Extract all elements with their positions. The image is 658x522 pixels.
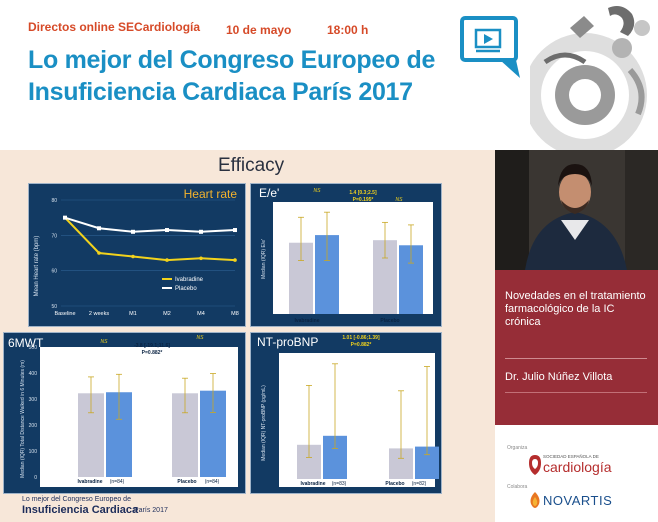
- ns-label: NS: [396, 197, 404, 203]
- event-line: Directos online SECardiología: [28, 20, 201, 34]
- series-line-placebo: [64, 216, 236, 233]
- heart-rate-chart: 80 70 60 50 Baseline 2 weeks M1 M2 M4 M8 Mean He…: [34, 198, 239, 317]
- data-point-ivabradine: [233, 258, 237, 262]
- x-tick-label: M8: [231, 311, 239, 317]
- delta-label: 1.4 [0.3;2.5]: [349, 190, 377, 196]
- data-point-ivabradine: [131, 254, 135, 259]
- p-value-label: P=0.195*: [353, 197, 374, 203]
- video-screen-icon: [460, 16, 520, 78]
- ntprobnp-panel: NT-proBNP Median (IQR) NT-proBNP (pg/mL)…: [250, 332, 442, 494]
- heart-gears-icon: [530, 6, 650, 150]
- data-point-ivabradine: [97, 251, 101, 255]
- group-label: Placebo: [177, 479, 196, 485]
- ns-label: NS: [101, 339, 109, 345]
- y-tick-label: 50: [51, 304, 57, 310]
- ns-label: NS: [314, 188, 322, 194]
- collaborator-label: Colabora: [507, 484, 528, 490]
- group-label: Ivabradine: [77, 479, 102, 485]
- x-tick-label: M2: [163, 311, 171, 317]
- ee-ratio-chart: Median (IQR) E/e' NS NS 1.4 [0.3;2.5] P=…: [261, 188, 433, 324]
- y-axis-label: Mean Heart rate (bpm): [34, 236, 40, 297]
- panel-title: 6MWT: [8, 336, 44, 350]
- y-tick-label: 400: [29, 371, 38, 377]
- p-value-label: P=0.882*: [351, 342, 372, 348]
- x-tick-label: 2 weeks: [89, 311, 109, 317]
- page-title-line1: Lo mejor del Congreso Europeo de: [28, 46, 436, 74]
- y-tick-label: 100: [29, 449, 38, 455]
- page-title-line2: Insuficiencia Cardiaca París 2017: [28, 78, 413, 106]
- heart-rate-panel: Heart rate 80 70 60 50 Baseline 2 weeks M1 M2 M…: [28, 183, 246, 327]
- y-tick-label: 500: [29, 345, 38, 351]
- group-label: Ivabradine: [294, 318, 319, 324]
- data-point-ivabradine: [165, 258, 169, 262]
- group-count: (n=84): [205, 479, 220, 485]
- panel-title: NT-proBNP: [257, 335, 319, 349]
- y-tick-label: 0: [34, 475, 37, 481]
- panel-title: Heart rate: [183, 187, 237, 201]
- 6mwt-chart: 500 400 300 200 100 0 Median (IQR) Total Dist…: [20, 335, 238, 487]
- group-label: Ivabradine: [300, 481, 325, 487]
- legend-ivabradine: Ivabradine: [175, 277, 204, 283]
- y-tick-label: 60: [51, 269, 57, 275]
- ntprobnp-chart: Median (IQR) NT-proBNP (pg/mL) 1.01 [-0.…: [261, 335, 439, 487]
- event-time: 18:00 h: [327, 23, 369, 37]
- group-label: Placebo: [380, 318, 399, 324]
- divider: [505, 392, 647, 393]
- series-line-ivabradine: [64, 216, 236, 262]
- y-axis-label: Median (IQR) E/e': [261, 239, 267, 279]
- y-axis-label: Median (IQR) NT-proBNP (pg/mL): [261, 385, 267, 461]
- organizer-label: Organiza: [507, 445, 528, 451]
- data-point-placebo: [165, 228, 169, 233]
- talk-title: Novedades en el tratamiento farmacológic…: [505, 290, 646, 328]
- group-count: (n=82): [412, 481, 427, 487]
- divider: [505, 358, 647, 359]
- p-value-label: P=0.882*: [142, 350, 163, 356]
- speaker-video[interactable]: [495, 150, 658, 270]
- y-tick-label: 200: [29, 423, 38, 429]
- panel-title: E/e': [259, 186, 280, 200]
- data-point-placebo: [63, 215, 67, 220]
- data-point-placebo: [199, 229, 203, 234]
- slide-title: Efficacy: [218, 155, 285, 176]
- group-label: Placebo: [385, 481, 404, 487]
- ns-label: NS: [197, 335, 205, 341]
- data-point-placebo: [131, 229, 135, 234]
- y-tick-label: 70: [51, 233, 57, 239]
- event-date: 10 de mayo: [226, 23, 292, 37]
- sec-logo-text: cardiología: [543, 459, 612, 475]
- sec-heart-icon: [529, 455, 541, 475]
- page-header: Directos online SECardiología 10 de mayo…: [0, 0, 658, 150]
- presentation-slide: Efficacy Heart rate 80 70 60 50 Baseline 2 w…: [0, 150, 495, 522]
- x-tick-label: M4: [197, 311, 205, 317]
- data-point-ivabradine: [199, 256, 203, 261]
- data-point-placebo: [97, 226, 101, 231]
- congress-logo: Lo mejor del Congreso Europeo de Insufic…: [22, 496, 168, 516]
- sponsors-panel: Organiza SOCIEDAD ESPAÑOLA DE cardiologí…: [495, 425, 658, 522]
- x-tick-label: M1: [129, 311, 137, 317]
- x-tick-label: Baseline: [54, 311, 75, 317]
- group-count: (n=83): [332, 481, 347, 487]
- novartis-logo-text: NOVARTIS: [543, 493, 613, 508]
- 6mwt-panel: 6MWT 500 400 300 200 100 0 Median (IQR) Total…: [3, 332, 246, 494]
- y-tick-label: 300: [29, 397, 38, 403]
- y-tick-label: 80: [51, 198, 57, 204]
- talk-info-panel: Novedades en el tratamiento farmacológic…: [495, 270, 658, 425]
- y-axis-label: Median (IQR) Total Distance Walked in 6 …: [20, 360, 26, 478]
- delta-label: -3.8 [-19.1;11.6]: [134, 343, 170, 349]
- speaker-name: Dr. Julio Núñez Villota: [505, 371, 613, 383]
- group-count: (n=84): [110, 479, 125, 485]
- ee-ratio-panel: E/e' Median (IQR) E/e' NS NS 1.4 [0.3;2.…: [250, 183, 442, 327]
- sec-tagline: SOCIEDAD ESPAÑOLA DE: [543, 454, 599, 459]
- data-point-placebo: [233, 228, 237, 233]
- legend-placebo: Placebo: [175, 286, 197, 292]
- delta-label: 1.01 [-0.86;1.39]: [342, 335, 380, 341]
- novartis-flame-icon: [530, 492, 540, 508]
- speaker-person-icon: [495, 150, 658, 270]
